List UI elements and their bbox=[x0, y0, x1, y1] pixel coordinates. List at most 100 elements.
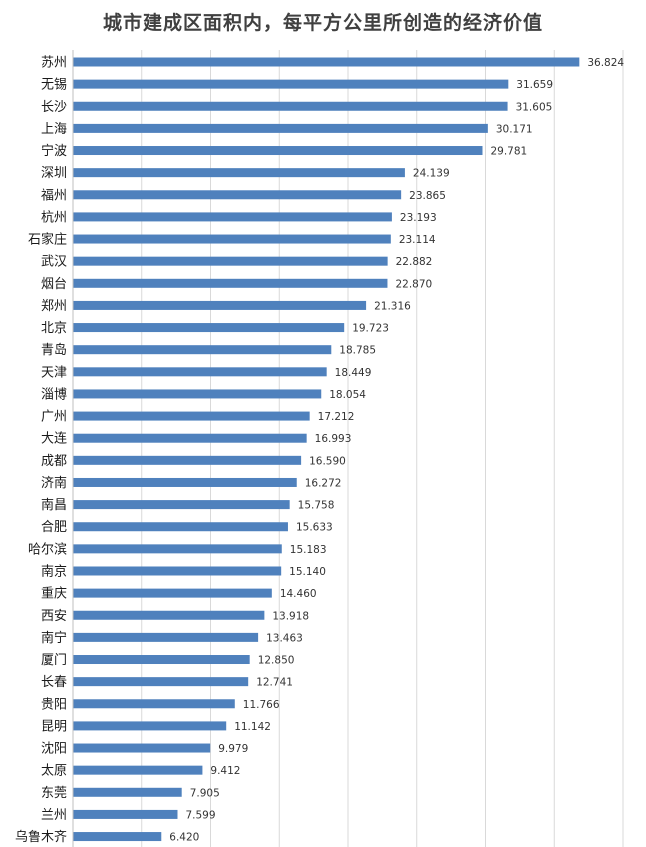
value-label: 36.824 bbox=[587, 57, 624, 69]
category-label: 烟台 bbox=[41, 277, 67, 292]
category-label: 长春 bbox=[41, 675, 67, 690]
category-label: 西安 bbox=[41, 609, 67, 624]
value-label: 17.212 bbox=[318, 411, 355, 423]
bar bbox=[73, 699, 235, 709]
value-label: 11.766 bbox=[243, 699, 280, 711]
bar bbox=[73, 146, 483, 156]
value-label: 18.785 bbox=[339, 345, 376, 357]
value-label: 13.918 bbox=[272, 610, 309, 622]
category-label: 南宁 bbox=[41, 630, 67, 646]
value-labels: 36.824 31.659 31.605 30.171 29.781 24.139 23.8… bbox=[169, 57, 624, 844]
value-label: 21.316 bbox=[374, 300, 411, 312]
category-label: 深圳 bbox=[41, 166, 67, 181]
bar bbox=[73, 809, 178, 819]
category-label: 重庆 bbox=[41, 586, 67, 602]
bar bbox=[73, 566, 282, 576]
category-label: 南京 bbox=[41, 563, 67, 579]
bar bbox=[73, 743, 211, 753]
value-label: 24.139 bbox=[413, 168, 450, 180]
bar bbox=[73, 389, 322, 399]
bar bbox=[73, 632, 259, 642]
category-label: 合肥 bbox=[41, 520, 67, 535]
bar bbox=[73, 787, 182, 797]
value-label: 9.979 bbox=[218, 743, 248, 755]
bar bbox=[73, 190, 402, 200]
value-label: 6.420 bbox=[169, 832, 199, 844]
category-label: 太原 bbox=[41, 764, 67, 779]
category-label: 沈阳 bbox=[41, 742, 67, 757]
category-label: 淄博 bbox=[41, 387, 67, 402]
bar bbox=[73, 522, 288, 532]
value-label: 16.590 bbox=[309, 455, 346, 467]
bar bbox=[73, 500, 290, 510]
bar bbox=[73, 256, 388, 266]
category-label: 郑州 bbox=[41, 299, 67, 314]
bar bbox=[73, 300, 367, 310]
bar bbox=[73, 345, 332, 355]
bar bbox=[73, 168, 405, 178]
bar bbox=[73, 544, 282, 554]
bar bbox=[73, 212, 392, 222]
value-label: 9.412 bbox=[210, 765, 240, 777]
value-label: 30.171 bbox=[496, 123, 533, 135]
bar bbox=[73, 610, 265, 620]
value-label: 18.449 bbox=[335, 367, 372, 379]
value-label: 31.659 bbox=[516, 79, 553, 91]
bar bbox=[73, 588, 272, 598]
category-label: 兰州 bbox=[41, 808, 67, 823]
category-label: 上海 bbox=[41, 122, 67, 137]
bar bbox=[73, 455, 302, 465]
value-label: 29.781 bbox=[490, 146, 527, 158]
category-label: 乌鲁木齐 bbox=[15, 829, 67, 845]
category-label: 广州 bbox=[41, 410, 67, 425]
category-labels: 苏州无锡长沙上海宁波深圳福州杭州石家庄武汉烟台郑州北京青岛天津淄博广州大连成都济… bbox=[15, 55, 67, 846]
bar bbox=[73, 721, 227, 731]
value-label: 13.463 bbox=[266, 632, 303, 644]
value-label: 18.054 bbox=[329, 389, 366, 401]
category-label: 宁波 bbox=[41, 143, 67, 159]
bar bbox=[73, 433, 307, 443]
category-label: 无锡 bbox=[41, 78, 67, 93]
bar bbox=[73, 677, 249, 687]
category-label: 东莞 bbox=[41, 786, 67, 801]
bar bbox=[73, 655, 250, 665]
category-label: 济南 bbox=[41, 475, 67, 491]
bar bbox=[73, 367, 327, 377]
bar bbox=[73, 234, 391, 244]
category-label: 苏州 bbox=[41, 55, 67, 71]
category-label: 青岛 bbox=[41, 342, 67, 358]
value-label: 23.865 bbox=[409, 190, 446, 202]
bars bbox=[73, 57, 580, 842]
bar bbox=[73, 278, 388, 288]
bar bbox=[73, 57, 580, 67]
category-label: 厦门 bbox=[41, 653, 67, 668]
value-label: 11.142 bbox=[234, 721, 271, 733]
value-label: 12.850 bbox=[258, 655, 295, 667]
value-label: 23.193 bbox=[400, 212, 437, 224]
value-label: 7.905 bbox=[190, 787, 220, 799]
bar bbox=[73, 411, 310, 421]
bar bbox=[73, 765, 203, 775]
value-label: 23.114 bbox=[399, 234, 436, 246]
value-label: 19.723 bbox=[352, 323, 389, 335]
value-label: 31.605 bbox=[516, 101, 553, 113]
category-label: 贵阳 bbox=[41, 697, 67, 712]
category-label: 武汉 bbox=[41, 255, 67, 270]
category-label: 天津 bbox=[41, 365, 67, 380]
category-label: 北京 bbox=[41, 321, 67, 336]
value-label: 15.758 bbox=[298, 500, 335, 512]
value-label: 22.882 bbox=[396, 256, 433, 268]
value-label: 15.633 bbox=[296, 522, 333, 534]
category-label: 成都 bbox=[41, 454, 67, 469]
value-label: 16.272 bbox=[305, 477, 342, 489]
category-label: 石家庄 bbox=[28, 232, 67, 248]
value-label: 12.741 bbox=[256, 677, 293, 689]
category-label: 哈尔滨 bbox=[28, 541, 67, 557]
value-label: 7.599 bbox=[185, 809, 215, 821]
value-label: 15.140 bbox=[289, 566, 326, 578]
chart-title: 城市建成区面积内，每平方公里所创造的经济价值 bbox=[102, 12, 543, 34]
gridlines bbox=[141, 50, 624, 847]
category-label: 杭州 bbox=[41, 210, 67, 225]
bar bbox=[73, 477, 297, 487]
